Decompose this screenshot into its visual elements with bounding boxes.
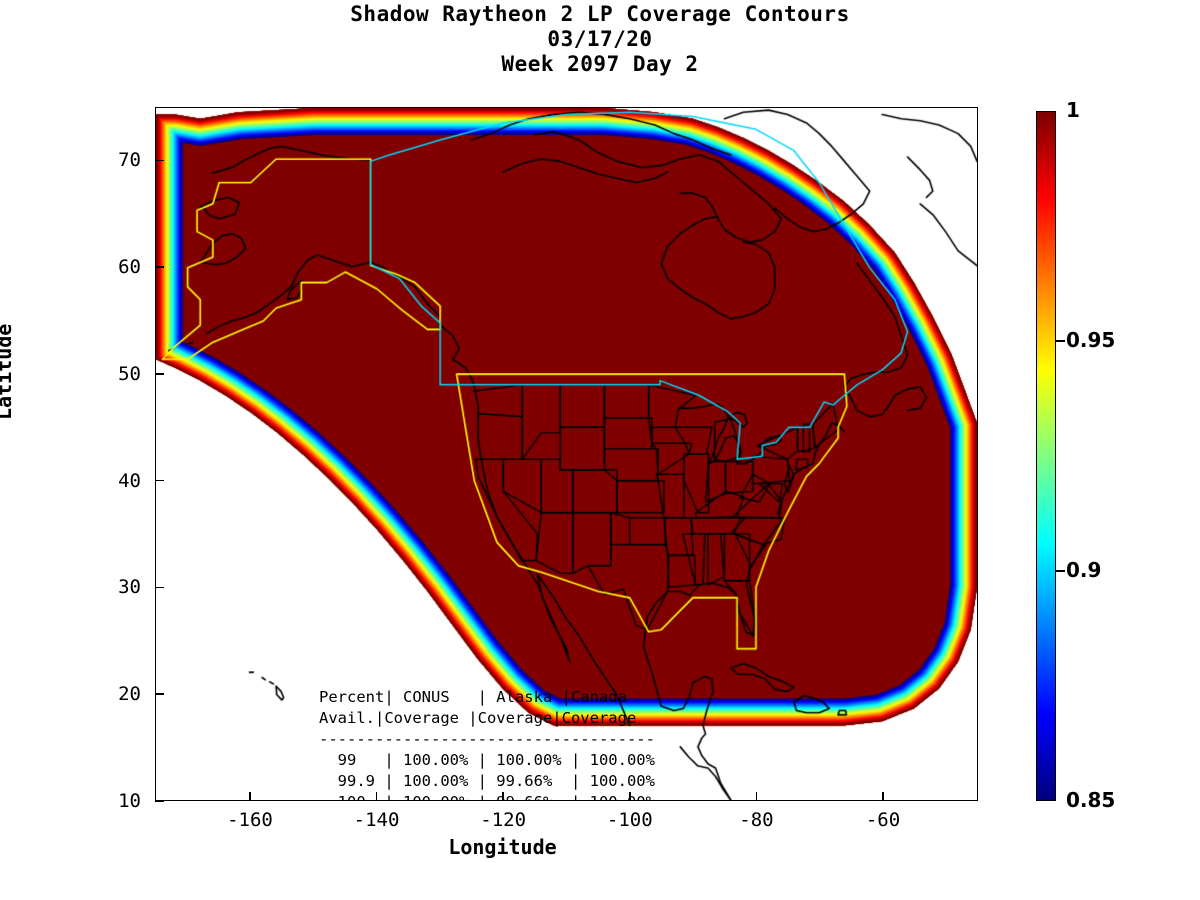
y-tick-label: 70 xyxy=(118,149,141,172)
x-tick-label: -60 xyxy=(865,809,901,831)
x-tick xyxy=(629,792,631,801)
y-tick xyxy=(155,159,164,162)
x-tick xyxy=(882,792,884,801)
coverage-contour-map xyxy=(156,108,977,800)
x-axis-label: Longitude xyxy=(448,835,557,859)
colorbar-tick-label: 0.85 xyxy=(1066,788,1116,812)
x-tick-label: -120 xyxy=(480,809,527,831)
title-line-3: Week 2097 Day 2 xyxy=(501,52,699,76)
colorbar-tick-label: 0.95 xyxy=(1066,328,1116,352)
colorbar-tick xyxy=(1056,340,1065,342)
y-tick-label: 30 xyxy=(118,576,141,599)
map-plot-area: Percent| CONUS | Alaska |Canada Avail.|C… xyxy=(155,107,978,801)
colorbar-tick-label: 1 xyxy=(1066,98,1080,122)
table-row: 99 | 100.00% | 100.00% | 100.00% xyxy=(319,751,655,769)
colorbar-tick xyxy=(1056,570,1065,572)
y-tick xyxy=(155,373,164,375)
y-tick xyxy=(155,266,164,268)
x-tick-label: -80 xyxy=(739,809,774,831)
title-line-1: Shadow Raytheon 2 LP Coverage Contours xyxy=(350,2,850,26)
title-line-2: 03/17/20 xyxy=(547,27,653,51)
y-tick-label: 20 xyxy=(118,683,141,706)
table-row: 99.9 | 100.00% | 99.66% | 100.00% xyxy=(319,772,655,790)
y-tick-label: 40 xyxy=(118,469,141,492)
coverage-stats-table: Percent| CONUS | Alaska |Canada Avail.|C… xyxy=(319,666,655,800)
stats-separator: ------------------------------------ xyxy=(319,730,655,748)
stats-header-row-2: Avail.|Coverage |Coverage|Coverage xyxy=(319,709,637,727)
table-row: 100 | 100.00% | 99.66% | 100.00% xyxy=(319,793,655,800)
y-tick-label: 10 xyxy=(118,790,141,812)
y-tick-label: 60 xyxy=(118,256,141,279)
y-axis-label: Latitude xyxy=(0,323,16,420)
y-tick xyxy=(155,479,164,482)
x-tick-label: -100 xyxy=(606,809,653,831)
x-tick-label: -140 xyxy=(353,809,400,831)
chart-title: Shadow Raytheon 2 LP Coverage Contours 0… xyxy=(0,2,1200,77)
x-tick xyxy=(249,792,251,801)
x-tick-label: -160 xyxy=(227,809,273,831)
y-tick xyxy=(155,800,164,802)
stats-header-row-1: Percent| CONUS | Alaska |Canada xyxy=(319,688,627,706)
y-tick-label: 50 xyxy=(118,362,141,385)
x-tick xyxy=(755,792,758,801)
colorbar-tick-label: 0.9 xyxy=(1066,558,1102,582)
y-tick xyxy=(155,586,164,589)
y-tick xyxy=(155,693,164,696)
colorbar xyxy=(1036,111,1056,801)
x-tick xyxy=(502,792,504,801)
colorbar-gradient xyxy=(1036,111,1056,801)
x-tick xyxy=(375,792,378,801)
